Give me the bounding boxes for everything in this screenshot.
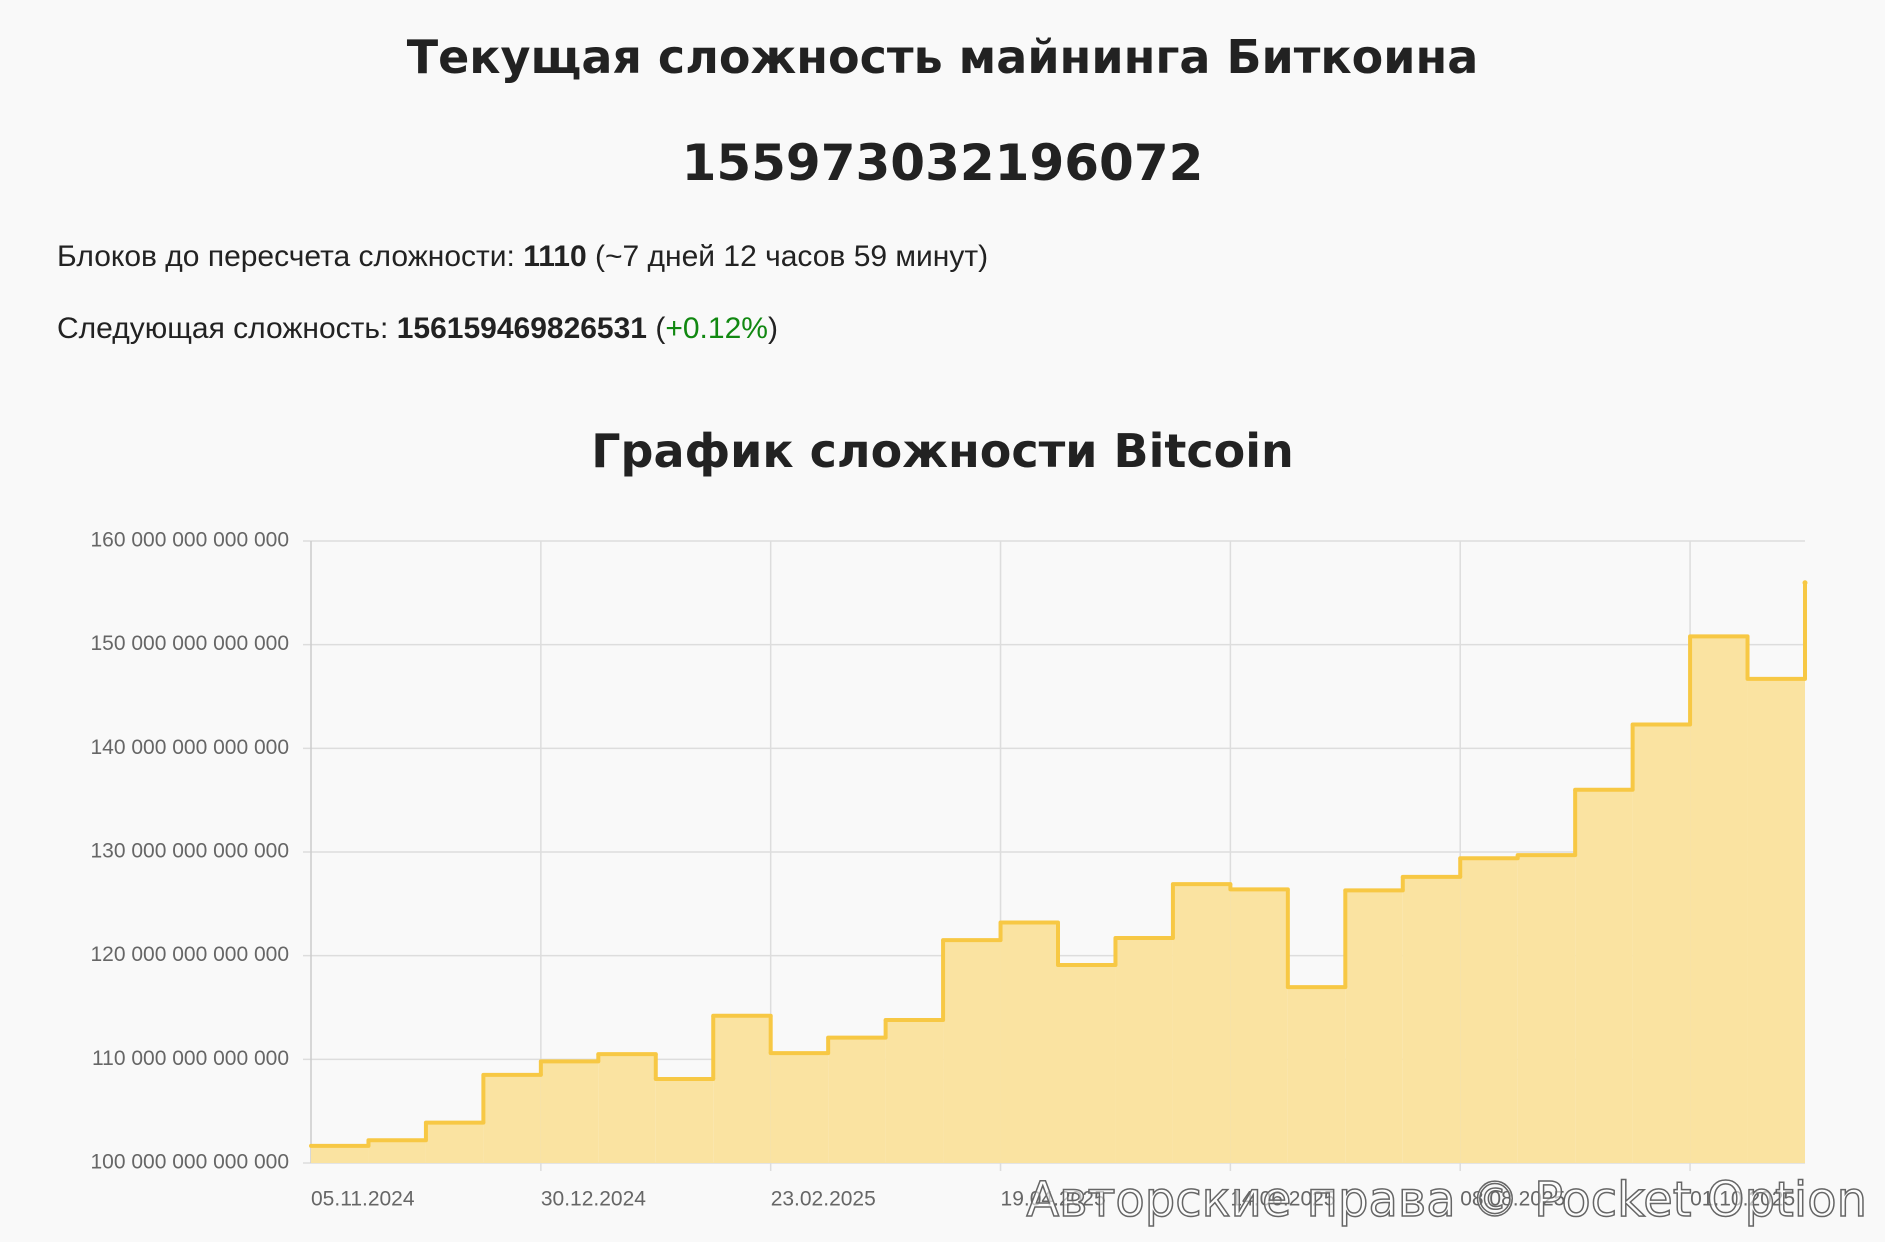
area-step — [1690, 636, 1748, 1163]
area-step — [425, 1122, 484, 1163]
area-step — [1115, 938, 1173, 1163]
y-tick-label: 130 000 000 000 000 — [90, 840, 289, 863]
blocks-line: Блоков до пересчета сложности: 1110 (~7 … — [57, 240, 988, 274]
y-tick-label: 100 000 000 000 000 — [90, 1151, 289, 1174]
label: Следующая сложность: — [57, 312, 389, 345]
area-step — [1632, 724, 1691, 1163]
value: 156159469826531 — [396, 312, 647, 345]
y-tick-label: 110 000 000 000 000 — [92, 1047, 289, 1070]
paren: ) — [767, 312, 778, 345]
area-step — [1747, 678, 1805, 1163]
x-tick-label: 23.02.2025 — [771, 1188, 876, 1211]
label: Блоков до пересчета сложности: — [57, 240, 515, 273]
change: +0.12% — [665, 312, 768, 345]
area-step — [1230, 889, 1288, 1163]
x-tick-label: 30.12.2024 — [541, 1188, 646, 1211]
value: 1110 — [523, 240, 587, 273]
area-step — [828, 1037, 886, 1163]
y-tick-label: 150 000 000 000 000 — [90, 632, 289, 655]
area-step — [1402, 876, 1461, 1163]
watermark: Авторские права © Pocket Option — [1026, 1171, 1868, 1229]
y-tick-label: 160 000 000 000 000 — [90, 529, 289, 552]
x-tick-label: 05.11.2024 — [311, 1188, 415, 1211]
area-step — [1000, 922, 1058, 1163]
chart-title: График сложности Bitcoin — [591, 424, 1294, 478]
area-step — [943, 940, 1001, 1163]
area-step — [713, 1015, 771, 1163]
page-title: Текущая сложность майнинга Биткоина — [406, 30, 1479, 84]
area-step — [1058, 964, 1116, 1163]
area-step — [1575, 789, 1633, 1163]
area-step — [1287, 987, 1346, 1163]
area-step — [1345, 890, 1403, 1163]
point — [1802, 580, 1808, 586]
x-tick-label: 08.08.2025 — [1460, 1188, 1565, 1211]
y-tick-label: 120 000 000 000 000 — [90, 943, 289, 966]
area-step — [311, 1145, 369, 1163]
area-step — [540, 1061, 599, 1163]
area-step — [598, 1054, 656, 1163]
area-step — [483, 1074, 541, 1163]
next-line: Следующая сложность: 156159469826531 (+0… — [57, 312, 778, 346]
paren: ( — [655, 312, 666, 345]
x-tick-label: 14.06.2025 — [1230, 1188, 1335, 1211]
area-step — [1517, 855, 1576, 1163]
area-step — [885, 1019, 944, 1163]
x-tick-label: 01.10.2025 — [1690, 1188, 1795, 1211]
area-step — [1460, 858, 1518, 1163]
area-step — [770, 1053, 829, 1163]
note: (~7 дней 12 часов 59 минут) — [595, 240, 989, 273]
current-difficulty: 155973032196072 — [681, 134, 1204, 192]
area-step — [368, 1140, 426, 1163]
x-tick-label: 19.04.2025 — [1001, 1188, 1106, 1211]
y-tick-label: 140 000 000 000 000 — [90, 736, 289, 759]
area-step — [655, 1079, 714, 1163]
area-step — [1172, 884, 1231, 1163]
